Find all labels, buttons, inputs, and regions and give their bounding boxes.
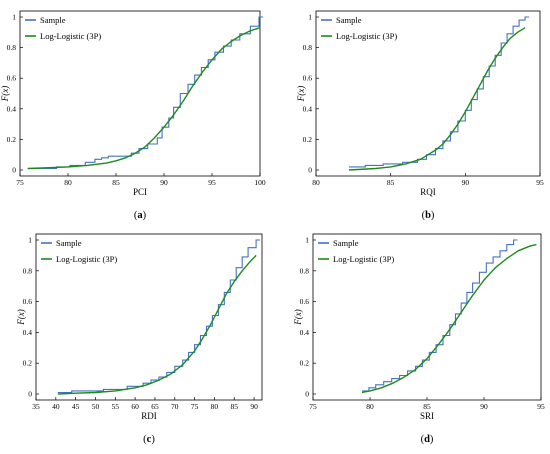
x-tick-label: 75 [16,178,24,187]
y-tick-label: 0.4 [7,104,17,113]
x-tick-label: 80 [312,178,320,187]
y-tick-label: 0.2 [303,135,313,144]
x-tick-label: 95 [208,178,216,187]
y-tick-label: 0.8 [7,43,17,52]
caption-letter: a [137,210,143,221]
caption-close-paren: ) [151,434,155,445]
caption-close-paren: ) [431,210,435,221]
x-tick-label: 90 [480,402,488,411]
x-axis-label: RQI [420,187,436,197]
chart-panel-d: 75 80 85 90 95 0 0.2 0.4 0.6 0.8 1 SRI F(x) Sample Log… [293,233,545,445]
x-tick-label: 100 [254,178,266,187]
panel-caption: (a) [134,210,147,221]
y-axis-label: F(x) [16,309,26,326]
legend-label: Sample [56,238,82,248]
legend-label: Sample [333,238,359,248]
x-axis-label: RDI [141,411,157,421]
y-tick-label: 0 [305,390,309,399]
y-tick-label: 1 [28,236,32,245]
legend-label: Log-Logistic (3P) [56,254,117,264]
y-tick-label: 1 [305,236,309,245]
x-tick-label: 55 [112,402,120,411]
chart-panel-b: 80 85 90 95 0 0.2 0.4 0.6 0.8 1 RQI F(x) Sample Log-L… [296,10,544,221]
caption-letter: b [425,210,431,221]
y-tick-label: 0 [12,166,16,175]
x-tick-label: 90 [250,402,258,411]
y-axis-label: F(x) [293,309,303,326]
y-axis-label: F(x) [296,86,306,103]
plot-frame [315,10,541,177]
legend-label: Log-Logistic (3P) [40,31,101,41]
y-tick-label: 0.6 [303,74,313,83]
y-tick-label: 0.8 [23,266,33,275]
caption-close-paren: ) [143,210,147,221]
legend-label: Log-Logistic (3P) [333,254,394,264]
sample-step-line [348,16,530,168]
panel-caption: (b) [422,210,435,221]
x-tick-label: 45 [72,402,80,411]
legend-label: Log-Logistic (3P) [336,31,397,41]
x-tick-label: 80 [366,402,374,411]
caption-close-paren: ) [430,434,434,445]
log-logistic-curve [57,254,257,395]
y-tick-label: 1 [12,13,16,22]
x-axis-label: SRI [420,411,434,421]
x-tick-label: 65 [151,402,159,411]
x-tick-label: 90 [160,178,168,187]
x-tick-label: 80 [211,402,219,411]
x-tick-label: 35 [32,402,40,411]
caption-letter: c [147,434,152,445]
caption-open-paren: ( [421,434,425,445]
x-tick-label: 60 [131,402,139,411]
chart-panel-a: 75 80 85 90 95 100 0 0.2 0.4 0.6 0.8 1 PCI F(x) Sample… [0,10,266,221]
panel-caption: (c) [143,434,155,445]
y-tick-label: 0.4 [303,104,313,113]
caption-open-paren: ( [422,210,426,221]
y-tick-label: 1 [308,13,312,22]
sample-step-line [362,239,518,392]
y-tick-label: 0 [28,390,32,399]
x-tick-label: 50 [92,402,100,411]
legend-label: Sample [336,15,362,25]
x-tick-label: 85 [112,178,120,187]
x-tick-label: 95 [537,402,545,411]
y-tick-label: 0.8 [303,43,313,52]
y-tick-label: 0.2 [23,359,33,368]
panel-caption: (d) [421,434,434,445]
caption-letter: d [424,434,430,445]
x-tick-label: 85 [230,402,238,411]
x-tick-label: 90 [462,178,470,187]
y-axis-label: F(x) [0,86,10,103]
y-tick-label: 0.6 [23,297,33,306]
x-tick-label: 75 [191,402,199,411]
log-logistic-curve [361,243,537,394]
y-tick-label: 0.4 [23,328,33,337]
x-tick-label: 80 [64,178,72,187]
x-tick-label: 70 [171,402,179,411]
x-tick-label: 85 [423,402,431,411]
log-logistic-curve [348,27,526,171]
legend-label: Sample [40,15,66,25]
plot-frame [35,233,263,401]
x-tick-label: 40 [52,402,60,411]
y-tick-label: 0.2 [300,359,310,368]
x-tick-label: 75 [309,402,317,411]
caption-open-paren: ( [134,210,138,221]
y-tick-label: 0.4 [300,328,310,337]
y-tick-label: 0 [308,166,312,175]
y-tick-label: 0.6 [300,297,310,306]
y-tick-label: 0.2 [7,135,17,144]
y-tick-label: 0.8 [300,266,310,275]
chart-panel-c: 35 40 45 50 55 60 65 70 75 80 85 90 0 0.2 0.4 0.6 0.8 1 RD… [16,233,263,445]
x-axis-label: PCI [133,187,147,197]
caption-open-paren: ( [143,434,147,445]
y-tick-label: 0.6 [7,74,17,83]
x-tick-label: 85 [387,178,395,187]
x-tick-label: 95 [536,178,544,187]
log-logistic-curve [27,27,261,170]
